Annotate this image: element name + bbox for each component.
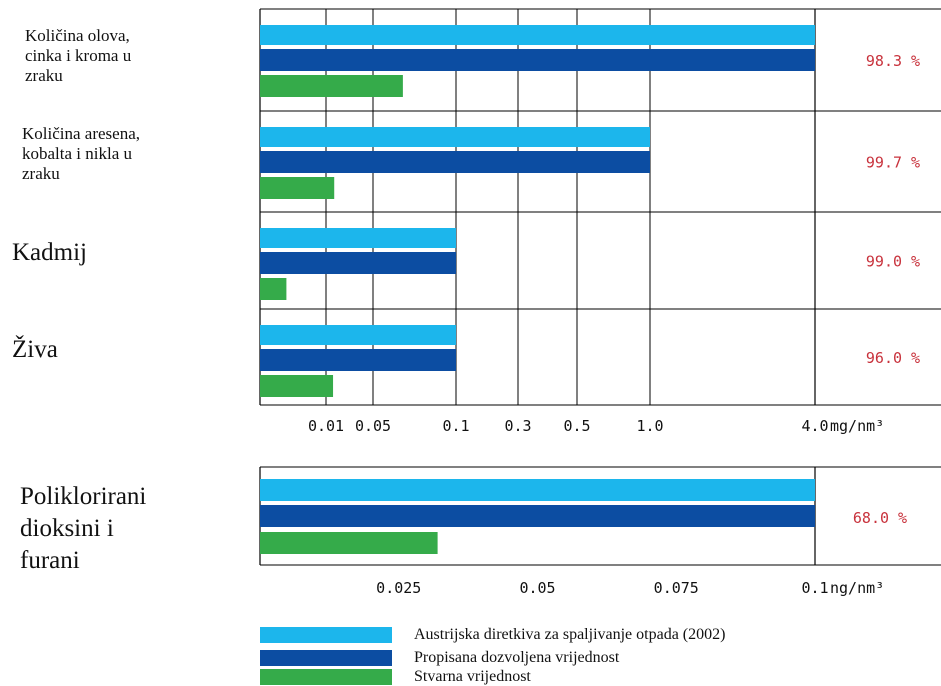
legend-label: Propisana dozvoljena vrijednost xyxy=(414,649,620,666)
reduction-percent-label: 96.0 % xyxy=(866,349,920,367)
x-tick-label: 0.05 xyxy=(519,579,555,597)
legend-swatch xyxy=(260,650,392,666)
legend-swatch xyxy=(260,627,392,643)
bar-3 xyxy=(260,375,334,397)
bar-2 xyxy=(260,505,815,527)
bar-3 xyxy=(260,278,287,300)
x-tick-label: 0.5 xyxy=(563,417,590,435)
bar-3 xyxy=(260,177,335,199)
category-label-dioxins-furans: Poliklorirani dioksini i furani xyxy=(20,483,147,574)
x-tick-label: 0.3 xyxy=(504,417,531,435)
reduction-percent-label: 68.0 % xyxy=(853,509,907,527)
bar-1 xyxy=(260,479,815,501)
category-label-mercury: Živa xyxy=(12,336,58,363)
bar-1 xyxy=(260,127,650,147)
x-unit-label: ng/nm³ xyxy=(830,579,884,597)
x-tick-label: 0.025 xyxy=(376,579,421,597)
bar-2 xyxy=(260,252,456,274)
x-tick-label: 4.0 xyxy=(801,417,828,435)
reduction-percent-label: 99.0 % xyxy=(866,253,920,271)
x-tick-label: 0.05 xyxy=(355,417,391,435)
legend-label: Austrijska diretkiva za spaljivanje otpa… xyxy=(414,626,726,643)
x-tick-label: 0.075 xyxy=(654,579,699,597)
legend-swatch xyxy=(260,669,392,685)
bar-1 xyxy=(260,25,815,45)
reduction-percent-label: 99.7 % xyxy=(866,154,920,172)
bar-1 xyxy=(260,325,456,345)
x-tick-label: 0.1 xyxy=(442,417,469,435)
legend-item-actual: Stvarna vrijednost xyxy=(260,668,531,685)
legend-item-directive: Austrijska diretkiva za spaljivanje otpa… xyxy=(260,626,726,643)
bar-2 xyxy=(260,349,456,371)
legend-label: Stvarna vrijednost xyxy=(414,668,531,685)
legend-item-permitted: Propisana dozvoljena vrijednost xyxy=(260,649,620,666)
category-label-arsenic-cobalt-nickel: Količina aresena, kobalta i nikla u zrak… xyxy=(22,124,140,184)
reduction-percent-label: 98.3 % xyxy=(866,52,920,70)
x-tick-label: 0.1 xyxy=(801,579,828,597)
x-tick-label: 1.0 xyxy=(636,417,663,435)
bar-2 xyxy=(260,49,815,71)
x-tick-label: 0.01 xyxy=(308,417,344,435)
bar-2 xyxy=(260,151,650,173)
bar-3 xyxy=(260,532,438,554)
category-label-lead-zinc-chromium: Količina olova, cinka i kroma u zraku xyxy=(25,26,132,86)
category-label-cadmium: Kadmij xyxy=(12,239,87,266)
bar-1 xyxy=(260,228,456,248)
bar-3 xyxy=(260,75,403,97)
x-unit-label: mg/nm³ xyxy=(830,417,884,435)
